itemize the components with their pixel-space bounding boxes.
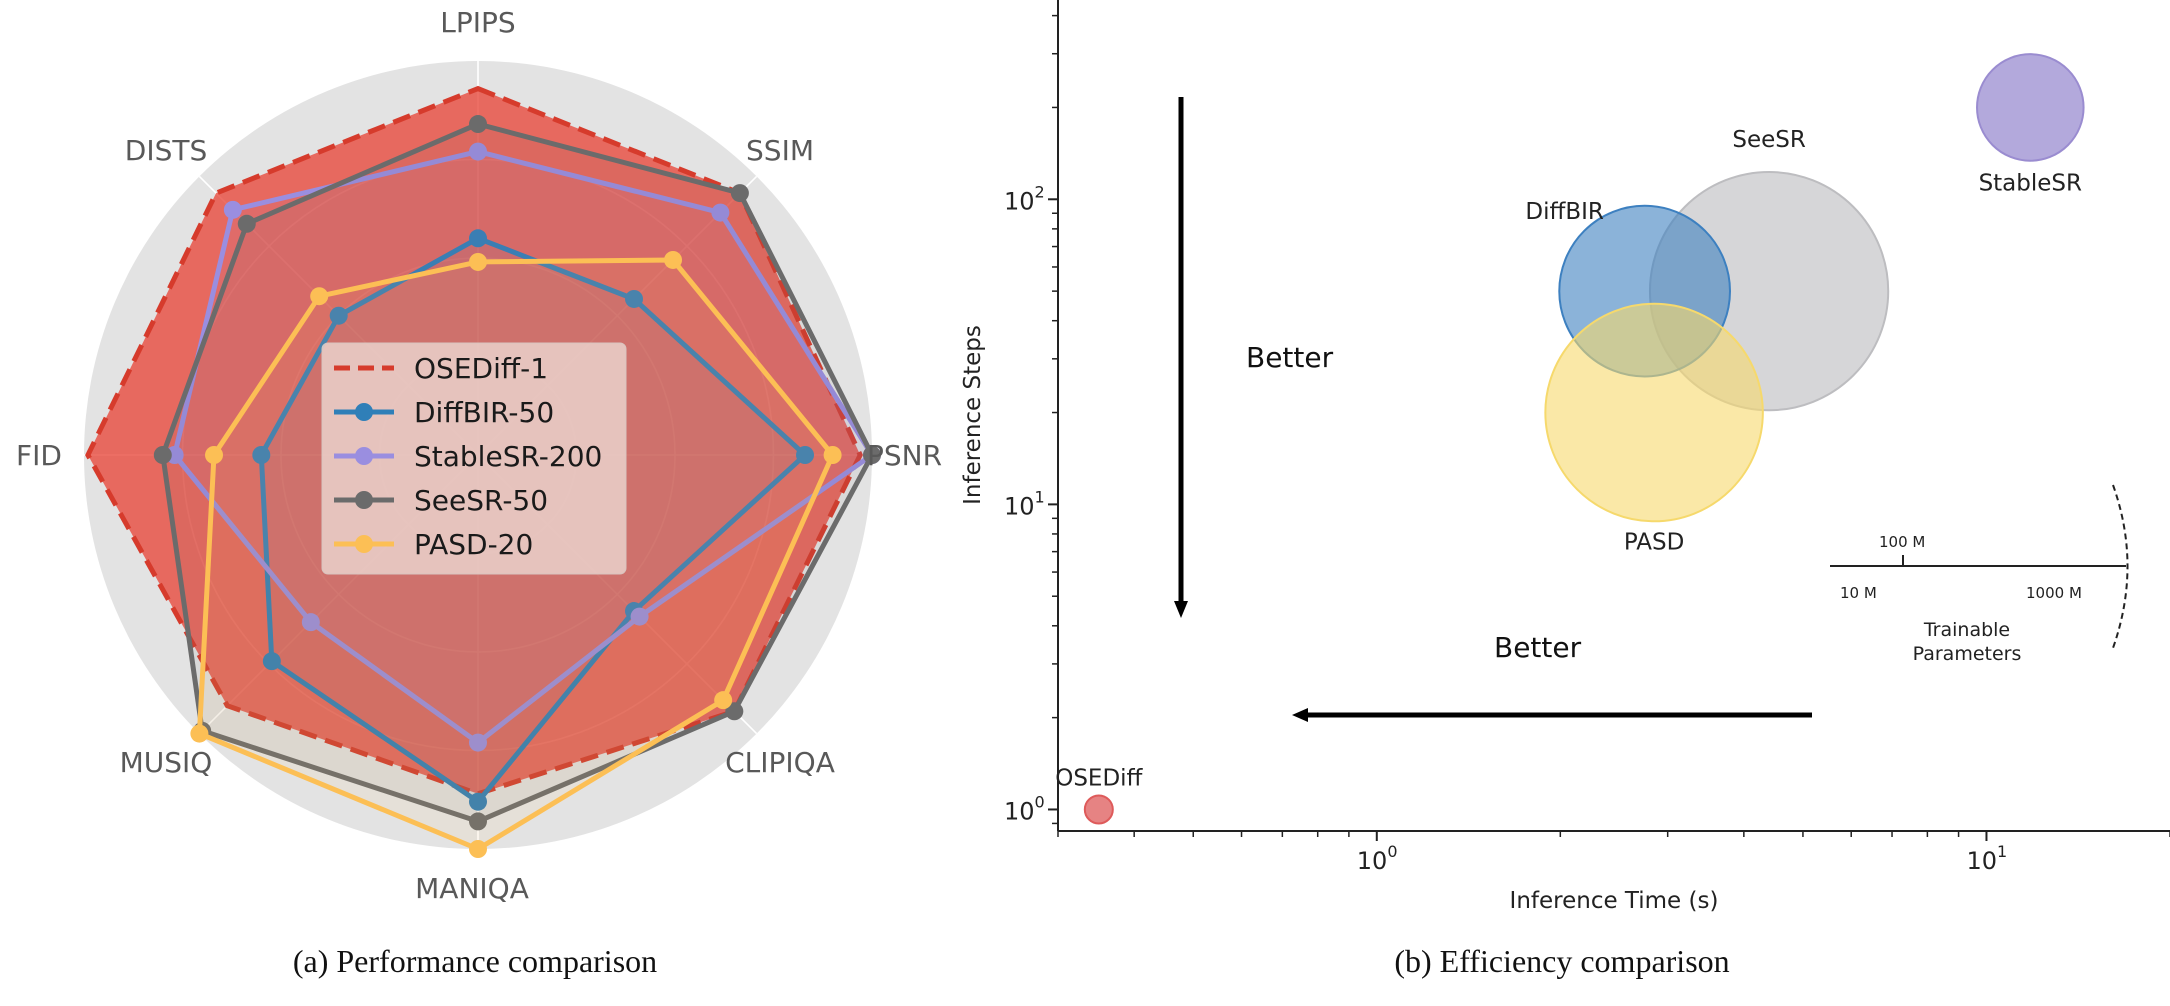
series-point-pasd-20 <box>310 287 329 306</box>
legend-marker <box>355 447 373 465</box>
legend-box <box>321 342 627 575</box>
series-point-stablesr-200 <box>301 613 320 632</box>
series-point-stablesr-200 <box>469 733 487 752</box>
series-point-seesr-50 <box>469 812 487 831</box>
better-label-vertical: Better <box>1246 341 1334 374</box>
series-point-seesr-50 <box>237 214 256 233</box>
y-tick-label: 100 <box>1004 792 1045 825</box>
size-legend-tick-100m: 100 M <box>1879 533 1925 551</box>
size-legend-tick-10m: 10 M <box>1840 584 1877 602</box>
x-tick-label: 100 <box>1357 842 1398 875</box>
bubble-osediff <box>1083 794 1114 825</box>
series-point-diffbir-50 <box>469 229 487 248</box>
radar-chart: LPIPSSSIMPSNRCLIPIQAMANIQAMUSIQFIDDISTS … <box>16 6 942 905</box>
bubble-label-diffbir: DiffBIR <box>1525 199 1604 225</box>
bubble-label-pasd: PASD <box>1624 530 1684 556</box>
series-point-pasd-20 <box>714 691 733 710</box>
series-point-diffbir-50 <box>252 446 271 464</box>
legend-item-osediff-1: OSEDiff-1 <box>334 352 548 385</box>
series-point-seesr-50 <box>469 115 487 134</box>
better-arrow-vertical <box>1174 97 1188 618</box>
series-point-seesr-50 <box>730 184 749 203</box>
legend-label: PASD-20 <box>414 528 533 561</box>
caption-a: (a) Performance comparison <box>293 943 657 979</box>
size-legend: 100 M 10 M 1000 M Trainable Parameters <box>1830 484 2129 665</box>
legend-item-stablesr-200: StableSR-200 <box>334 440 602 473</box>
legend-label: OSEDiff-1 <box>414 352 548 385</box>
series-point-pasd-20 <box>205 446 224 464</box>
legend-marker <box>355 535 373 553</box>
radar-axis-label-psnr: PSNR <box>867 439 942 472</box>
series-point-stablesr-200 <box>223 200 242 219</box>
caption-b: (b) Efficiency comparison <box>1394 943 1729 979</box>
radar-axis-label-dists: DISTS <box>125 134 207 167</box>
legend-label: SeeSR-50 <box>414 484 548 517</box>
bubble-points <box>1083 53 2085 825</box>
series-point-seesr-50 <box>863 446 881 464</box>
legend-item-diffbir-50: DiffBIR-50 <box>334 396 554 429</box>
radar-axis-label-musiq: MUSIQ <box>120 746 213 779</box>
legend-item-seesr-50: SeeSR-50 <box>334 484 548 517</box>
series-point-stablesr-200 <box>469 142 487 161</box>
legend-label: StableSR-200 <box>414 440 602 473</box>
size-legend-title: Trainable Parameters <box>1913 619 2022 665</box>
y-axis-title: Inference Steps <box>960 325 986 505</box>
radar-axis-label-maniqa: MANIQA <box>415 872 529 905</box>
series-point-pasd-20 <box>469 252 487 271</box>
radar-axis-label-ssim: SSIM <box>746 134 814 167</box>
size-legend-tick-1000m: 1000 M <box>2026 584 2082 602</box>
series-point-pasd-20 <box>664 250 683 269</box>
y-tick-label: 102 <box>1004 182 1045 215</box>
series-point-pasd-20 <box>190 724 209 743</box>
series-point-diffbir-50 <box>625 289 644 308</box>
better-arrow-horizontal <box>1292 708 1812 722</box>
x-tick-label: 101 <box>1966 842 2007 875</box>
series-point-pasd-20 <box>469 840 487 858</box>
better-label-horizontal: Better <box>1494 631 1582 664</box>
series-point-stablesr-200 <box>630 607 649 626</box>
legend-item-pasd-20: PASD-20 <box>334 528 533 561</box>
radar-axis-label-clipiqa: CLIPIQA <box>725 746 835 779</box>
series-point-diffbir-50 <box>796 446 815 464</box>
bubble-pasd <box>1544 302 1764 523</box>
legend-label: DiffBIR-50 <box>414 396 554 429</box>
series-point-diffbir-50 <box>469 792 487 811</box>
x-axis-title: Inference Time (s) <box>1510 888 1719 914</box>
bubble-label-seesr: SeeSR <box>1732 127 1806 153</box>
radar-axis-labels: LPIPS SSIM PSNR CLIPIQA MANIQA MUSIQ FID DISTS <box>16 6 942 905</box>
series-point-diffbir-50 <box>329 306 348 325</box>
series-point-pasd-20 <box>823 446 842 464</box>
y-tick-label: 101 <box>1004 487 1045 520</box>
bubble-label-osediff: OSEDiff <box>1055 765 1143 791</box>
bubble-label-stablesr: StableSR <box>1979 170 2082 196</box>
series-point-stablesr-200 <box>711 203 730 222</box>
radar-axis-label-fid: FID <box>16 439 62 472</box>
bubble-chart: 100 101 102 100 101 Inference Time (s) Inferen… <box>960 0 2170 914</box>
radar-legend: OSEDiff-1 DiffBIR-50 StableSR-200 SeeSR-50 P… <box>321 342 627 575</box>
legend-marker <box>355 491 373 509</box>
bubble-axes: 100 101 102 100 101 Inference Time (s) Inferen… <box>960 0 2170 914</box>
bubble-stablesr <box>1976 53 2085 162</box>
size-legend-arc <box>2112 484 2129 649</box>
series-point-seesr-50 <box>153 446 172 464</box>
bubble-labels: SeeSR DiffBIR PASD StableSR OSEDiff <box>1055 127 2082 791</box>
series-point-diffbir-50 <box>262 652 281 671</box>
series-point-seesr-50 <box>725 702 744 721</box>
radar-axis-label-lpips: LPIPS <box>440 6 515 39</box>
legend-marker <box>355 403 373 421</box>
